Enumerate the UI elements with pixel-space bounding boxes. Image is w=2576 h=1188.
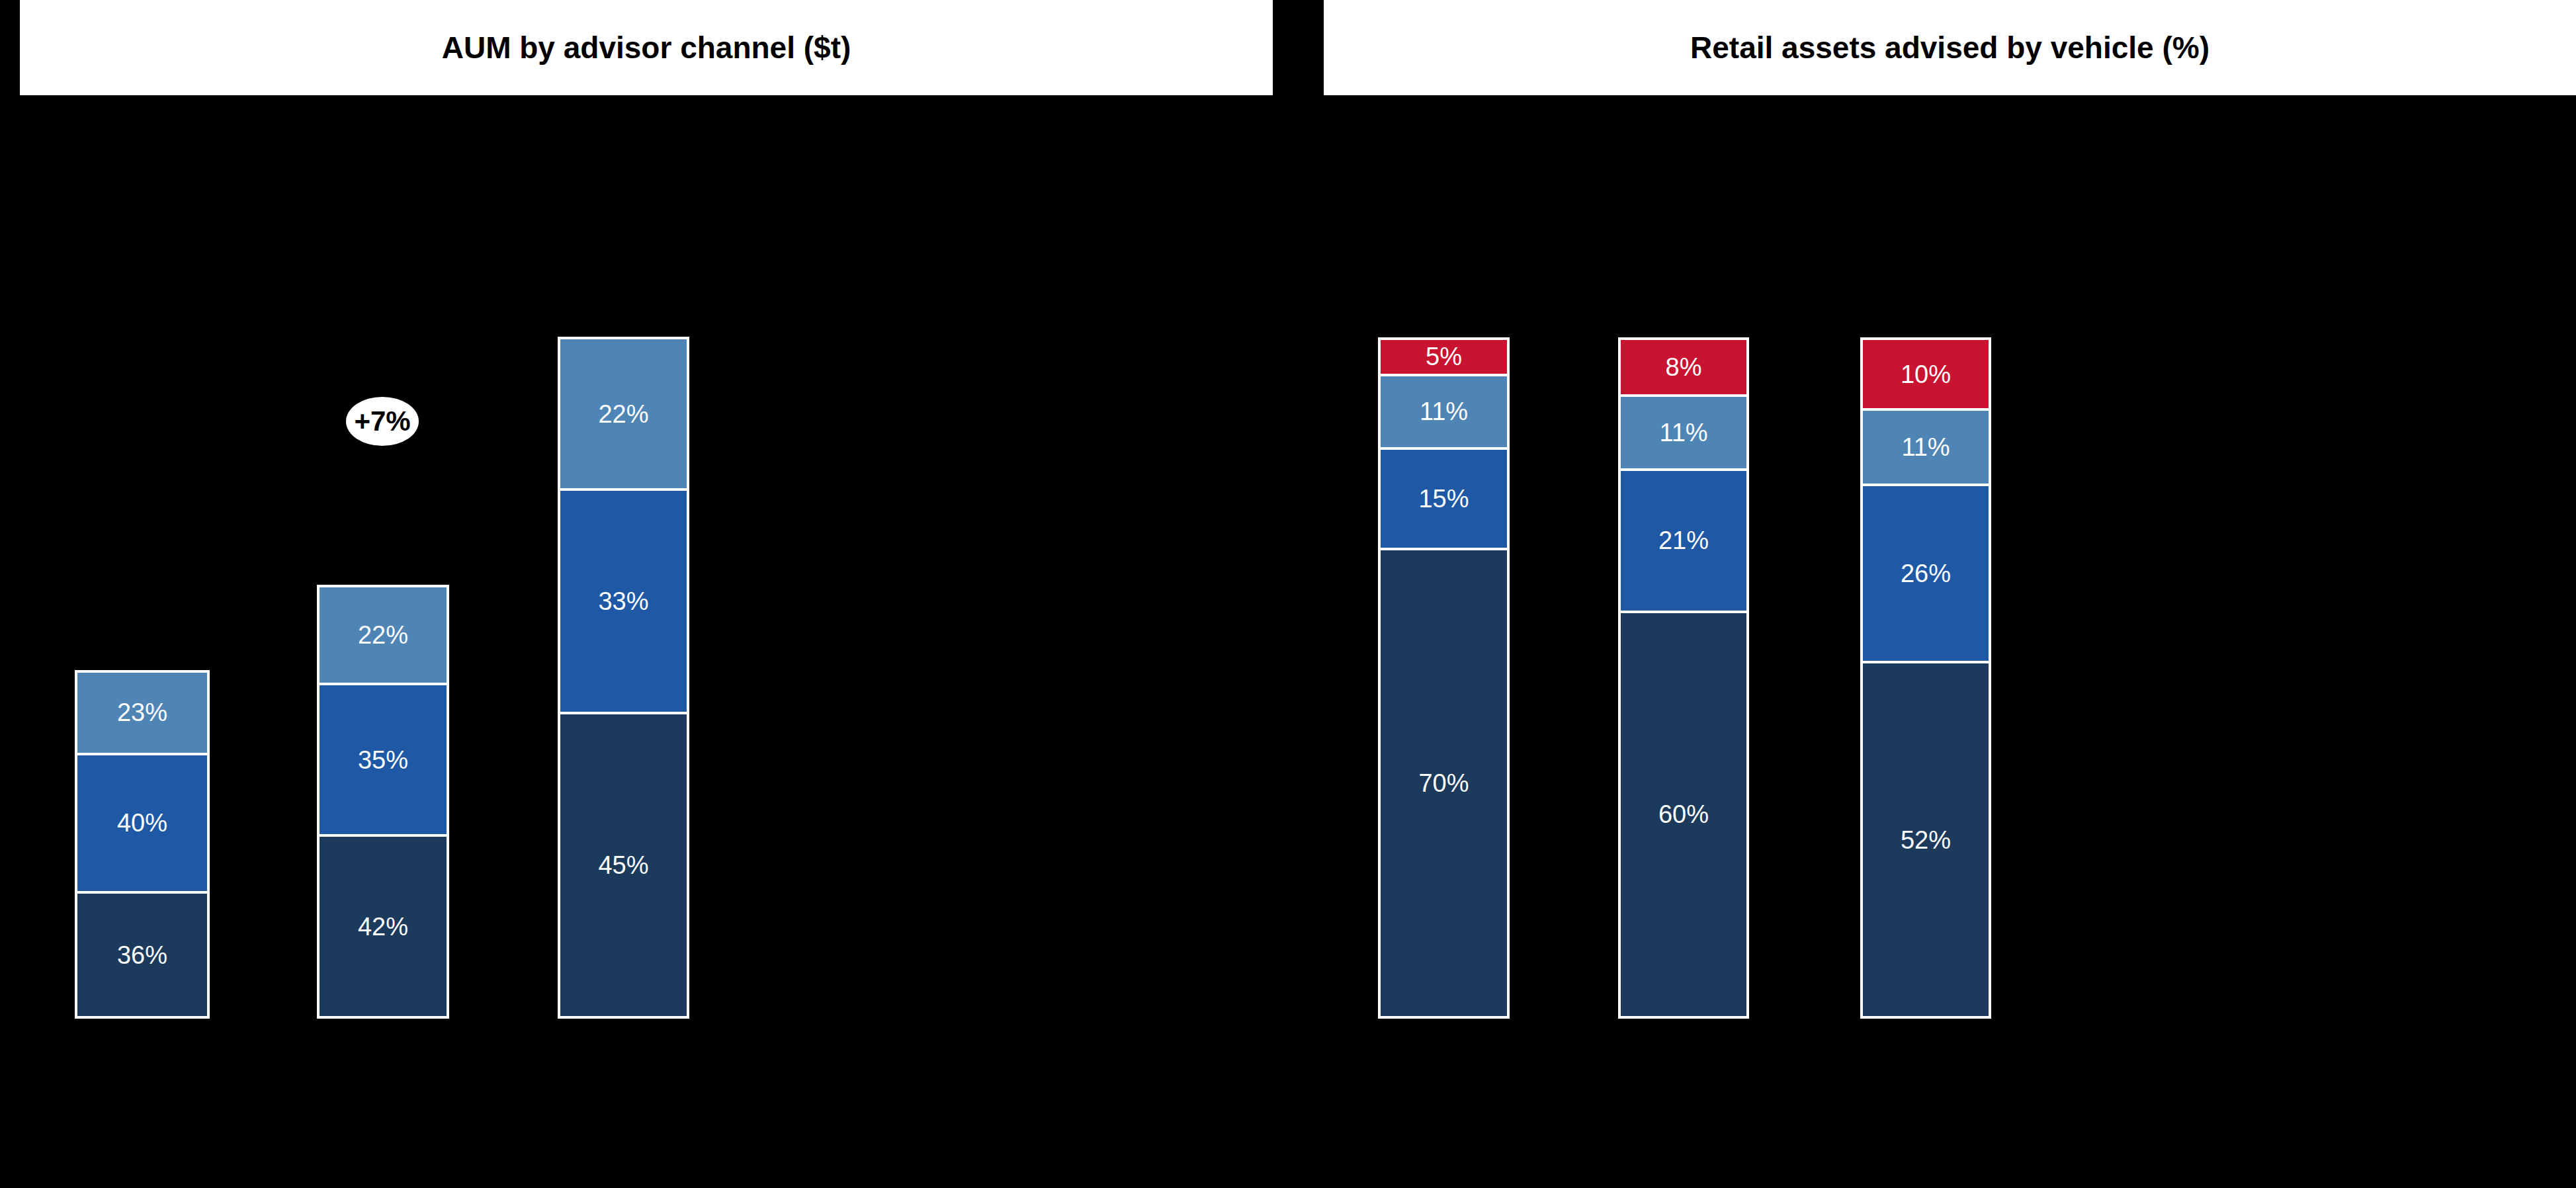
segment-label: 15% xyxy=(1418,486,1469,511)
segment-label: 11% xyxy=(1420,399,1468,424)
bar-segment: 8% xyxy=(1621,340,1746,394)
bar-segment: 10% xyxy=(1863,340,1989,408)
segment-label: 10% xyxy=(1901,362,1951,387)
bar-segment: 60% xyxy=(1621,611,1746,1016)
segment-label: 8% xyxy=(1666,355,1702,380)
stacked-bar: 8% 11% 21% 60% xyxy=(1618,337,1749,1019)
bar-segment: 52% xyxy=(1863,661,1989,1016)
segment-label: 60% xyxy=(1658,802,1709,827)
bar-segment: 11% xyxy=(1863,408,1989,484)
retail-assets-by-vehicle-plot-area: 5% 11% 15% 70% 8% 11% 21% 60% 10% 11% 26% 52% xyxy=(0,0,2576,1188)
segment-label: 26% xyxy=(1901,561,1951,586)
segment-label: 70% xyxy=(1418,771,1469,796)
bar-segment: 11% xyxy=(1621,394,1746,468)
bar-segment: 21% xyxy=(1621,468,1746,611)
segment-label: 52% xyxy=(1901,827,1951,853)
segment-label: 11% xyxy=(1901,435,1950,460)
bar-segment: 11% xyxy=(1381,374,1507,447)
bar-segment: 15% xyxy=(1381,447,1507,548)
bar-segment: 26% xyxy=(1863,484,1989,661)
stacked-bar: 10% 11% 26% 52% xyxy=(1860,337,1991,1019)
segment-label: 21% xyxy=(1658,528,1709,553)
bar-segment: 5% xyxy=(1381,340,1507,374)
cagr-annotation: +7% xyxy=(346,397,419,446)
segment-label: 5% xyxy=(1426,344,1462,369)
bar-segment: 70% xyxy=(1381,548,1507,1016)
stacked-bar: 5% 11% 15% 70% xyxy=(1378,337,1510,1019)
segment-label: 11% xyxy=(1659,420,1707,445)
